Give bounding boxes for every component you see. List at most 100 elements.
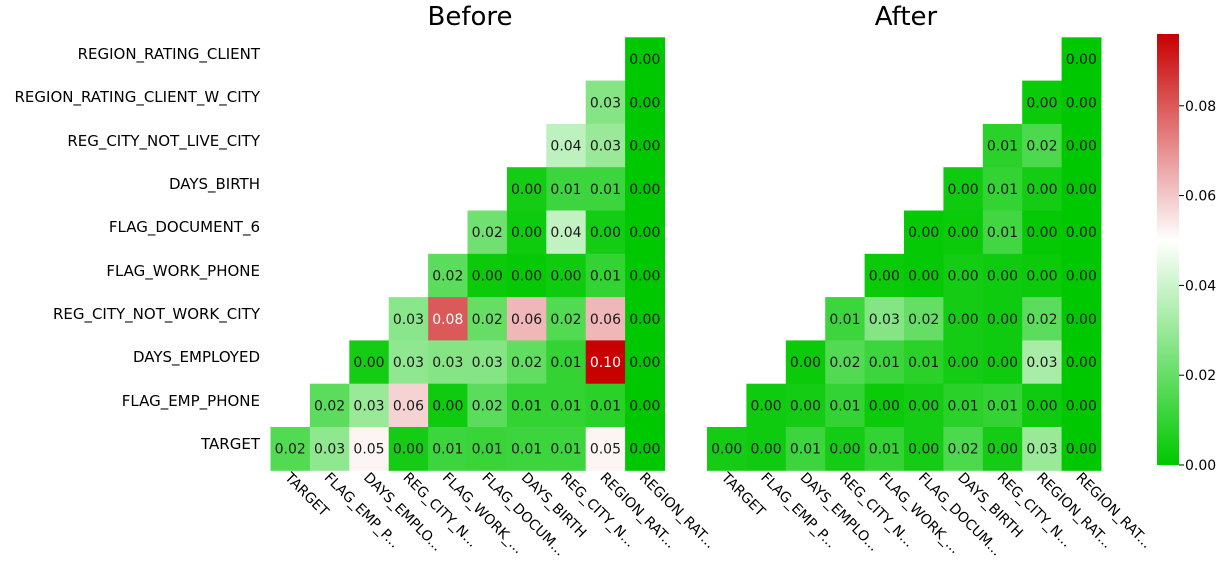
- heatmap-cell-label: 0.01: [590, 182, 621, 198]
- y-label-days-birth: DAYS_BIRTH: [169, 175, 260, 194]
- heatmap-cell: [585, 340, 626, 385]
- heatmap-cell: [428, 253, 468, 298]
- heatmap-cell-label: 0.01: [987, 139, 1018, 155]
- heatmap-cell: [349, 340, 390, 385]
- heatmap-cell: [785, 340, 826, 385]
- heatmap-cell-label: 0.03: [432, 355, 463, 371]
- heatmap-cell-label: 0.00: [629, 139, 660, 155]
- heatmap-cell-label: 0.01: [908, 355, 939, 371]
- heatmap-cell: [1061, 210, 1102, 255]
- heatmap-cell: [904, 427, 944, 471]
- y-label-reg-city-not-live-city: REG_CITY_NOT_LIVE_CITY: [67, 132, 261, 151]
- y-axis-labels: REGION_RATING_CLIENT REGION_RATING_CLIEN…: [15, 45, 261, 453]
- heatmap-cell-label: 0.02: [314, 398, 345, 414]
- heatmap-cell-label: 0.00: [393, 442, 424, 458]
- heatmap-cell-label: 0.00: [1066, 225, 1097, 241]
- heatmap-cell: [428, 427, 468, 471]
- y-label-flag-document-6: FLAG_DOCUMENT_6: [109, 218, 260, 237]
- heatmap-cell: [546, 340, 587, 385]
- heatmap-cell: [585, 297, 626, 341]
- heatmap-cell-label: 0.00: [908, 398, 939, 414]
- heatmap-cell: [904, 210, 944, 255]
- y-label-flag-emp-phone: FLAG_EMP_PHONE: [122, 392, 260, 411]
- heatmap-cell-label: 0.06: [393, 398, 424, 414]
- heatmap-cell-label: 0.04: [550, 139, 581, 155]
- heatmap-cell: [546, 297, 587, 341]
- heatmap-cell-label: 0.01: [432, 442, 463, 458]
- heatmap-cell: [943, 340, 984, 385]
- heatmap-cell: [943, 427, 984, 471]
- heatmap-cell-label: 0.01: [511, 442, 542, 458]
- heatmap-cell-label: 0.00: [1026, 182, 1057, 198]
- heatmap-cell-label: 0.00: [1066, 398, 1097, 414]
- x-axis-labels-before: TARGETFLAG_EMP_P...DAYS_EMPLO...REG_CITY…: [281, 469, 718, 559]
- heatmap-cell: [943, 210, 984, 255]
- heatmap-cell: [1022, 80, 1063, 125]
- heatmap-cell-label: 0.00: [629, 95, 660, 111]
- heatmap-cell: [546, 383, 587, 428]
- heatmap-cell-label: 0.00: [511, 182, 542, 198]
- colorbar-tick-label: 0.00: [1185, 458, 1216, 474]
- heatmap-cell: [506, 383, 547, 428]
- heatmap-cell: [943, 297, 984, 341]
- heatmap-cell: [1022, 427, 1063, 471]
- heatmap-cell: [746, 427, 787, 471]
- heatmap-cell: [864, 427, 905, 471]
- heatmap-cell: [1061, 383, 1102, 428]
- heatmap-cell-label: 0.02: [472, 398, 503, 414]
- heatmap-cell: [1022, 340, 1063, 385]
- heatmap-cell-label: 0.00: [790, 398, 821, 414]
- heatmap-cell-label: 0.03: [1026, 355, 1057, 371]
- heatmap-cell: [982, 167, 1023, 211]
- heatmap-cell-label: 0.01: [472, 442, 503, 458]
- colorbar-tick-label: 0.04: [1185, 278, 1216, 294]
- heatmap-cell-label: 0.01: [550, 398, 581, 414]
- heatmap-cell-label: 0.00: [550, 268, 581, 284]
- heatmap-cell: [982, 253, 1023, 298]
- heatmap-cell: [825, 340, 866, 385]
- heatmap-cell: [625, 297, 665, 341]
- heatmap-cell: [428, 340, 468, 385]
- heatmap-cell: [309, 427, 350, 471]
- heatmap-cell-label: 0.00: [908, 268, 939, 284]
- heatmap-cell-label: 0.06: [511, 312, 542, 328]
- heatmap-cell: [546, 123, 587, 168]
- heatmap-cell: [625, 123, 665, 168]
- heatmap-cell: [428, 383, 468, 428]
- heatmap-cell-label: 0.01: [869, 355, 900, 371]
- heatmap-cell-label: 0.02: [432, 268, 463, 284]
- heatmap-after: 0.00 0.00 0.00 0.01 0.02 0.00 0.00 0.01 0.00 0.00…: [707, 37, 1102, 471]
- heatmap-cell: [625, 80, 665, 125]
- heatmap-cell-label: 0.03: [353, 398, 384, 414]
- heatmap-cell: [585, 253, 626, 298]
- heatmap-cell: [864, 253, 905, 298]
- heatmap-cell: [707, 427, 747, 471]
- heatmap-cell-label: 0.02: [550, 312, 581, 328]
- heatmap-cell-label: 0.03: [1026, 442, 1057, 458]
- heatmap-cell-label: 0.00: [1026, 398, 1057, 414]
- y-label-reg-city-not-work-city: REG_CITY_NOT_WORK_CITY: [53, 305, 261, 324]
- heatmap-cell: [585, 210, 626, 255]
- heatmap-cell-label: 0.00: [948, 268, 979, 284]
- heatmap-cell-label: 0.01: [829, 312, 860, 328]
- heatmap-cell: [943, 253, 984, 298]
- heatmap-cell-label: 0.01: [829, 398, 860, 414]
- heatmap-cell: [546, 427, 587, 471]
- heatmap-cell-label: 0.00: [629, 225, 660, 241]
- heatmap-cell-label: 0.02: [511, 355, 542, 371]
- heatmap-cell-label: 0.00: [590, 225, 621, 241]
- heatmap-cell-label: 0.00: [1066, 355, 1097, 371]
- heatmap-cell: [825, 297, 866, 341]
- heatmap-cell-label: 0.02: [908, 312, 939, 328]
- heatmap-cell: [982, 297, 1023, 341]
- heatmap-cell-label: 0.00: [987, 355, 1018, 371]
- heatmap-cell-label: 0.01: [987, 398, 1018, 414]
- y-label-region-rating-client-w-city: REGION_RATING_CLIENT_W_CITY: [15, 88, 261, 107]
- heatmap-cell: [785, 383, 826, 428]
- heatmap-cell-label: 0.04: [550, 225, 581, 241]
- heatmap-cell-label: 0.03: [472, 355, 503, 371]
- colorbar-ticks: 0.00 0.02 0.04 0.06 0.08: [1179, 99, 1216, 474]
- heatmap-cell-label: 0.02: [472, 312, 503, 328]
- heatmap-cell-label: 0.01: [948, 398, 979, 414]
- heatmap-cell-label: 0.00: [987, 268, 1018, 284]
